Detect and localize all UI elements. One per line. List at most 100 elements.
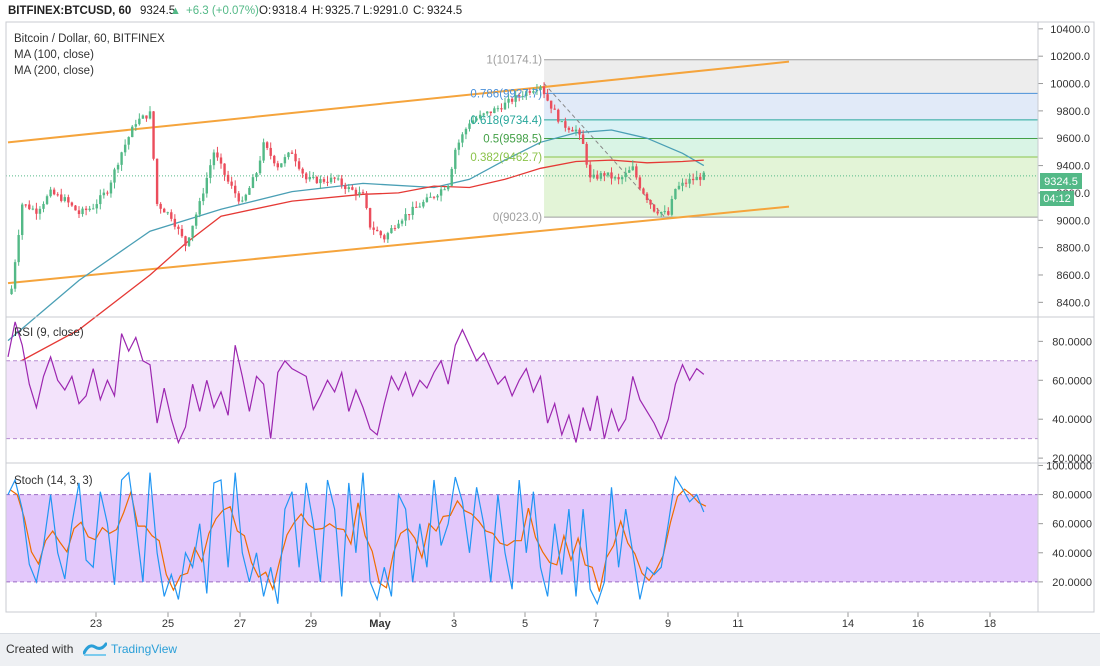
- ma200-legend[interactable]: MA (200, close): [14, 65, 94, 77]
- candle: [180, 224, 184, 238]
- candle: [660, 211, 663, 218]
- time-tick-label: 23: [90, 618, 102, 630]
- time-axis[interactable]: 23 25 27 29 May 3 5 7 9 11 14 16 18: [90, 612, 996, 630]
- candle: [141, 114, 145, 119]
- time-tick-label: 11: [732, 618, 743, 630]
- candle: [688, 173, 691, 189]
- stoch-pane[interactable]: 100.0000 80.0000 60.0000 40.0000 20.0000: [6, 460, 1092, 606]
- candle: [638, 175, 642, 191]
- price-tick-label: 8800.0: [1056, 243, 1090, 255]
- candle: [684, 178, 688, 188]
- price-axis[interactable]: 10400.010200.010000.09800.09600.09400.09…: [1038, 24, 1090, 309]
- rsi-line: [7, 321, 705, 445]
- rsi-legend[interactable]: RSI (9, close): [14, 327, 84, 339]
- candle: [560, 121, 563, 123]
- candle: [471, 115, 475, 125]
- candle: [429, 192, 432, 198]
- candle: [74, 205, 77, 211]
- candle: [649, 199, 652, 209]
- tradingview-link[interactable]: TradingView: [111, 642, 178, 656]
- candle: [198, 197, 201, 218]
- candle: [301, 167, 304, 178]
- fib-label-0.786: 0.786(9927.7): [470, 88, 542, 100]
- candle: [447, 184, 450, 192]
- tradingview-logo-icon[interactable]: [83, 641, 107, 657]
- candle: [514, 90, 517, 108]
- candle: [88, 205, 91, 212]
- candle: [368, 207, 372, 230]
- candle: [695, 170, 698, 181]
- candle: [439, 186, 443, 202]
- candle: [283, 154, 287, 167]
- price-series: [6, 60, 1038, 369]
- candle: [525, 88, 528, 100]
- fib-label-0.382: 0.382(9462.7): [470, 152, 542, 164]
- rsi-pane[interactable]: 80.0000 60.0000 40.0000 20.0000: [6, 321, 1092, 465]
- candle: [45, 194, 49, 205]
- candle: [116, 162, 120, 174]
- candle: [553, 104, 556, 110]
- price-tick-label: 8400.0: [1056, 297, 1090, 309]
- candle: [603, 171, 606, 182]
- candle: [294, 149, 297, 167]
- candle: [361, 189, 365, 194]
- rsi-band: [6, 360, 1038, 439]
- candle: [209, 159, 212, 184]
- candle: [354, 187, 358, 201]
- candle: [290, 150, 294, 154]
- bar-countdown: 04:12: [1043, 193, 1071, 205]
- candle: [269, 142, 272, 160]
- candle: [244, 193, 248, 202]
- time-tick-label: 7: [593, 618, 599, 630]
- candle: [191, 225, 194, 242]
- candle: [443, 187, 446, 191]
- stoch-legend[interactable]: Stoch (14, 3, 3): [14, 475, 93, 487]
- ohlc-group: O: 9318.4 H: 9325.7 L: 9291.0 C: 9324.5: [259, 5, 462, 17]
- candle: [145, 115, 148, 122]
- created-with-label: Created with: [6, 642, 74, 656]
- candle: [262, 138, 265, 164]
- candle: [123, 139, 127, 156]
- chart-canvas[interactable]: 1(10174.1) 0.786(9927.7) 0.618(9734.4) 0.5(…: [0, 0, 1100, 633]
- candle: [340, 175, 343, 189]
- candle: [468, 119, 471, 132]
- rsi-tick-label: 60.0000: [1052, 375, 1092, 387]
- candle: [620, 175, 624, 185]
- candle: [202, 187, 205, 206]
- candle: [131, 125, 134, 138]
- candle: [216, 146, 219, 161]
- candle: [297, 157, 301, 171]
- candle: [521, 91, 524, 100]
- time-tick-label: 3: [451, 618, 457, 630]
- stoch-tick-label: 100.0000: [1046, 460, 1092, 472]
- current-price-value: 9324.5: [1044, 176, 1078, 188]
- candle: [383, 233, 386, 243]
- fib-trend-line: [543, 83, 666, 218]
- candle: [464, 127, 468, 140]
- channel-lower-line: [7, 205, 790, 285]
- current-price-badge: 9324.5 04:12: [1040, 173, 1082, 206]
- candle: [319, 175, 322, 190]
- candle: [436, 194, 439, 201]
- candle: [415, 201, 418, 208]
- ma100-legend[interactable]: MA (100, close): [14, 49, 94, 61]
- symbol-label[interactable]: BITFINEX:BTCUSD, 60: [8, 5, 131, 17]
- candle: [31, 205, 35, 211]
- change-label: +6.3 (+0.07%): [186, 5, 259, 17]
- time-tick-label: May: [369, 618, 391, 630]
- candle: [390, 225, 393, 234]
- stoch-tick-label: 60.0000: [1052, 519, 1092, 531]
- candle: [134, 119, 137, 131]
- candle: [592, 169, 595, 179]
- fibonacci-retracement[interactable]: [543, 59, 1038, 218]
- candle: [184, 235, 187, 252]
- chart-title[interactable]: Bitcoin / Dollar, 60, BITFINEX: [14, 33, 165, 45]
- candle: [273, 154, 276, 167]
- last-price-label: 9324.5: [140, 5, 175, 17]
- candle: [432, 196, 436, 200]
- fib-zone-0.382: [544, 157, 1038, 218]
- candle: [656, 207, 659, 216]
- price-tick-label: 8600.0: [1056, 270, 1090, 282]
- candle: [581, 130, 585, 145]
- price-tick-label: 9600.0: [1056, 133, 1090, 145]
